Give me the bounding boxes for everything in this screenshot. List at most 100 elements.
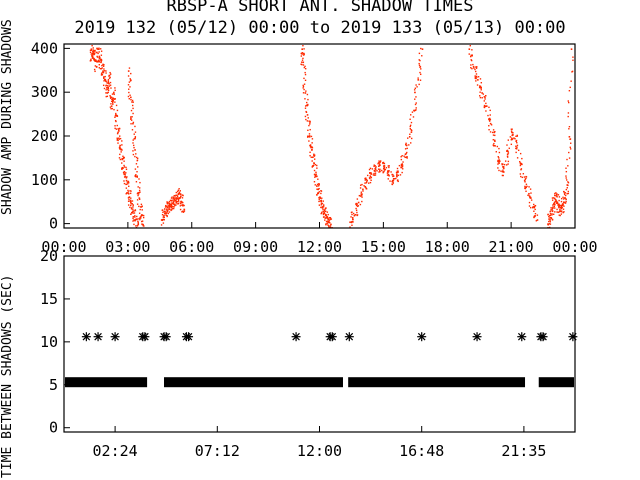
top-data-point xyxy=(110,105,113,107)
bottom-data-point xyxy=(81,332,91,342)
top-data-point xyxy=(350,216,352,218)
top-data-point xyxy=(136,159,139,161)
top-data-point xyxy=(136,175,138,178)
top-data-point xyxy=(164,212,166,215)
top-data-point xyxy=(130,190,132,192)
top-data-point xyxy=(564,202,566,204)
top-data-point xyxy=(109,84,112,86)
top-data-point xyxy=(134,131,137,133)
top-data-point xyxy=(303,53,305,56)
top-data-point xyxy=(551,207,554,210)
top-data-point xyxy=(302,85,305,88)
top-data-point xyxy=(91,55,93,57)
top-data-point xyxy=(135,218,137,220)
top-data-point xyxy=(110,108,112,110)
bottom-data-point xyxy=(344,332,354,342)
top-data-point xyxy=(362,190,364,192)
top-data-point xyxy=(520,168,523,170)
top-data-point xyxy=(491,131,494,134)
top-data-point xyxy=(396,175,398,178)
top-data-point xyxy=(129,94,131,96)
top-data-point xyxy=(301,53,303,55)
top-data-point xyxy=(118,157,121,159)
top-data-point xyxy=(387,178,389,180)
top-data-point xyxy=(373,174,376,176)
top-data-point xyxy=(141,205,143,207)
top-data-point xyxy=(369,172,371,174)
top-data-point xyxy=(122,156,125,159)
top-data-point xyxy=(121,162,123,164)
top-data-point xyxy=(308,136,311,138)
top-data-point xyxy=(322,216,325,218)
top-data-point xyxy=(126,181,129,183)
top-data-point xyxy=(168,200,171,203)
top-xtick-label: 09:00 xyxy=(233,238,278,256)
top-data-point xyxy=(135,174,137,176)
bottom-data-point xyxy=(568,332,578,342)
top-data-point xyxy=(565,179,568,181)
top-data-point xyxy=(168,203,171,205)
top-data-point xyxy=(470,54,472,56)
top-data-point xyxy=(567,115,569,118)
top-data-point xyxy=(171,196,173,198)
top-data-point xyxy=(164,210,166,213)
top-data-point xyxy=(510,139,513,141)
top-data-point xyxy=(572,59,574,61)
top-data-point xyxy=(369,167,372,170)
top-data-point xyxy=(320,202,323,204)
top-data-point xyxy=(310,149,313,151)
top-data-point xyxy=(109,106,112,108)
top-data-point xyxy=(302,64,305,66)
top-data-point xyxy=(169,206,172,208)
top-data-point xyxy=(551,197,554,199)
top-data-point xyxy=(387,173,390,176)
top-data-point xyxy=(136,199,139,201)
top-data-point xyxy=(557,211,559,214)
top-data-point xyxy=(561,206,563,209)
top-data-point xyxy=(515,135,517,138)
top-data-point xyxy=(498,169,500,172)
top-data-point xyxy=(313,154,316,156)
top-data-point xyxy=(116,138,119,140)
top-data-point xyxy=(475,73,478,75)
bottom-xtick-label: 12:00 xyxy=(297,442,342,460)
top-data-point xyxy=(533,205,536,208)
top-data-point xyxy=(181,211,183,213)
top-data-point xyxy=(563,191,565,193)
top-data-point xyxy=(138,178,140,180)
top-data-point xyxy=(391,179,394,182)
top-data-point xyxy=(364,179,366,181)
top-data-point xyxy=(175,194,177,196)
top-data-point xyxy=(356,198,359,200)
top-data-point xyxy=(318,183,320,185)
top-data-point xyxy=(125,168,128,171)
top-data-point xyxy=(113,98,116,100)
top-data-point xyxy=(127,200,130,202)
top-data-point xyxy=(92,52,95,54)
top-data-point xyxy=(177,202,180,205)
top-data-point xyxy=(98,61,101,63)
top-data-point xyxy=(533,215,536,217)
top-data-point xyxy=(128,98,130,100)
top-data-point xyxy=(550,207,552,209)
top-data-point xyxy=(379,168,381,171)
top-data-point xyxy=(162,216,164,218)
top-data-point xyxy=(553,197,556,199)
top-data-point xyxy=(477,79,479,81)
top-data-point xyxy=(321,207,324,209)
top-panel-frame xyxy=(63,43,576,229)
top-data-point xyxy=(517,149,520,152)
top-data-point xyxy=(511,138,513,141)
top-data-point xyxy=(133,138,135,140)
top-data-point xyxy=(552,213,555,215)
top-data-point xyxy=(528,205,531,207)
top-data-point xyxy=(569,86,571,89)
top-data-point xyxy=(401,165,404,168)
top-data-point xyxy=(525,186,527,189)
top-data-point xyxy=(351,218,354,221)
top-xtick-label: 15:00 xyxy=(361,238,406,256)
top-data-point xyxy=(128,185,130,188)
top-data-point xyxy=(92,55,94,57)
top-data-point xyxy=(129,206,131,209)
top-data-point xyxy=(388,166,390,169)
